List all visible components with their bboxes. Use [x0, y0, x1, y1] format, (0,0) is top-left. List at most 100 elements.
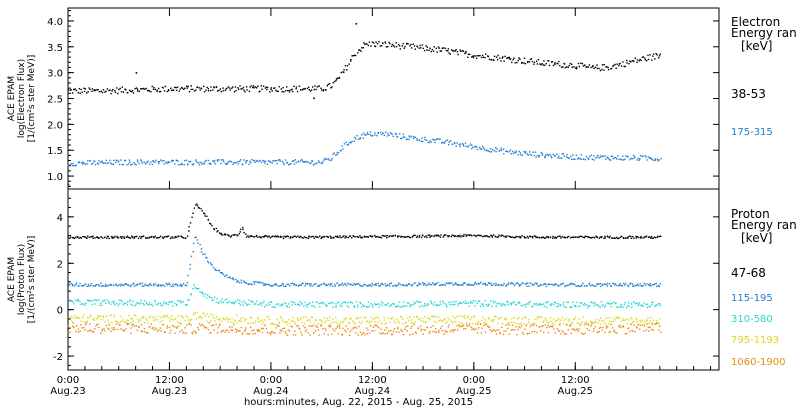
data-point: [606, 156, 608, 158]
data-point: [148, 302, 151, 304]
data-point: [572, 236, 574, 238]
data-point: [364, 305, 366, 307]
data-point: [244, 319, 246, 321]
data-point: [320, 237, 322, 240]
data-point: [210, 223, 212, 225]
data-point: [379, 45, 382, 47]
data-point: [402, 133, 404, 135]
data-point: [526, 153, 528, 155]
data-point: [381, 333, 383, 335]
data-point: [82, 236, 84, 238]
data-point: [187, 274, 189, 277]
data-point: [94, 303, 96, 305]
data-point: [498, 317, 500, 319]
data-point: [639, 58, 641, 61]
data-point: [547, 236, 549, 239]
data-point: [474, 322, 477, 325]
data-point: [283, 285, 285, 287]
data-point: [414, 136, 416, 139]
data-point: [496, 329, 498, 331]
data-point: [484, 318, 486, 320]
data-point: [563, 305, 565, 308]
data-point: [579, 285, 581, 288]
data-point: [221, 272, 223, 274]
data-point: [327, 236, 330, 238]
data-point: [87, 283, 90, 286]
data-point: [445, 140, 447, 142]
data-point: [618, 64, 620, 67]
data-point: [270, 284, 272, 287]
data-point: [439, 319, 441, 321]
data-point: [421, 44, 424, 46]
data-point: [202, 325, 204, 327]
data-point: [375, 41, 377, 43]
data-point: [473, 234, 475, 236]
data-point: [459, 284, 461, 287]
data-point: [633, 320, 635, 323]
y-axis-label: ACE EPAM: [7, 76, 17, 121]
data-point: [287, 164, 290, 166]
data-point: [579, 305, 581, 307]
data-point: [338, 325, 340, 328]
data-point: [141, 282, 144, 284]
data-point: [576, 301, 578, 304]
data-point: [497, 59, 499, 61]
data-point: [211, 264, 213, 266]
data-point: [524, 63, 527, 65]
data-point: [449, 303, 451, 305]
legend-unit: [keV]: [741, 39, 772, 53]
data-point: [649, 157, 651, 159]
data-point: [357, 304, 359, 306]
data-point: [229, 326, 231, 328]
data-point: [174, 86, 176, 89]
data-point: [423, 329, 425, 331]
data-point: [87, 160, 89, 162]
data-point: [443, 234, 446, 236]
data-point: [345, 236, 348, 238]
data-point: [295, 161, 297, 164]
data-point: [646, 323, 648, 325]
data-point: [132, 282, 135, 285]
data-point: [266, 235, 268, 237]
data-point: [170, 285, 173, 288]
data-point: [457, 304, 459, 307]
data-point: [143, 161, 145, 163]
data-point: [98, 284, 100, 286]
x-tick-label: 0:00: [260, 375, 282, 386]
data-point: [195, 287, 198, 290]
data-point: [404, 305, 406, 307]
data-point: [256, 329, 258, 331]
data-point: [153, 236, 155, 239]
data-point: [485, 284, 487, 286]
data-point: [206, 86, 208, 89]
data-point: [397, 305, 400, 307]
data-point: [423, 282, 425, 285]
data-point: [553, 301, 556, 304]
data-point: [349, 322, 351, 324]
data-point: [171, 315, 173, 317]
data-point: [237, 88, 240, 91]
data-point: [96, 299, 98, 302]
data-point: [499, 149, 501, 151]
data-point: [75, 283, 77, 286]
data-point: [156, 89, 158, 91]
data-point: [574, 283, 576, 286]
data-point: [602, 304, 604, 306]
data-point: [179, 284, 181, 287]
data-point: [592, 284, 594, 287]
data-point: [328, 302, 331, 305]
data-point: [409, 236, 412, 239]
data-point: [601, 305, 604, 307]
data-point: [237, 163, 239, 165]
data-point: [536, 331, 538, 334]
data-point: [285, 321, 287, 323]
data-point: [220, 162, 222, 165]
data-point: [521, 61, 523, 64]
data-point: [462, 301, 464, 303]
data-point: [612, 282, 614, 284]
data-point: [490, 234, 492, 236]
data-point: [204, 215, 206, 217]
data-point: [214, 320, 216, 322]
data-point: [130, 322, 132, 324]
